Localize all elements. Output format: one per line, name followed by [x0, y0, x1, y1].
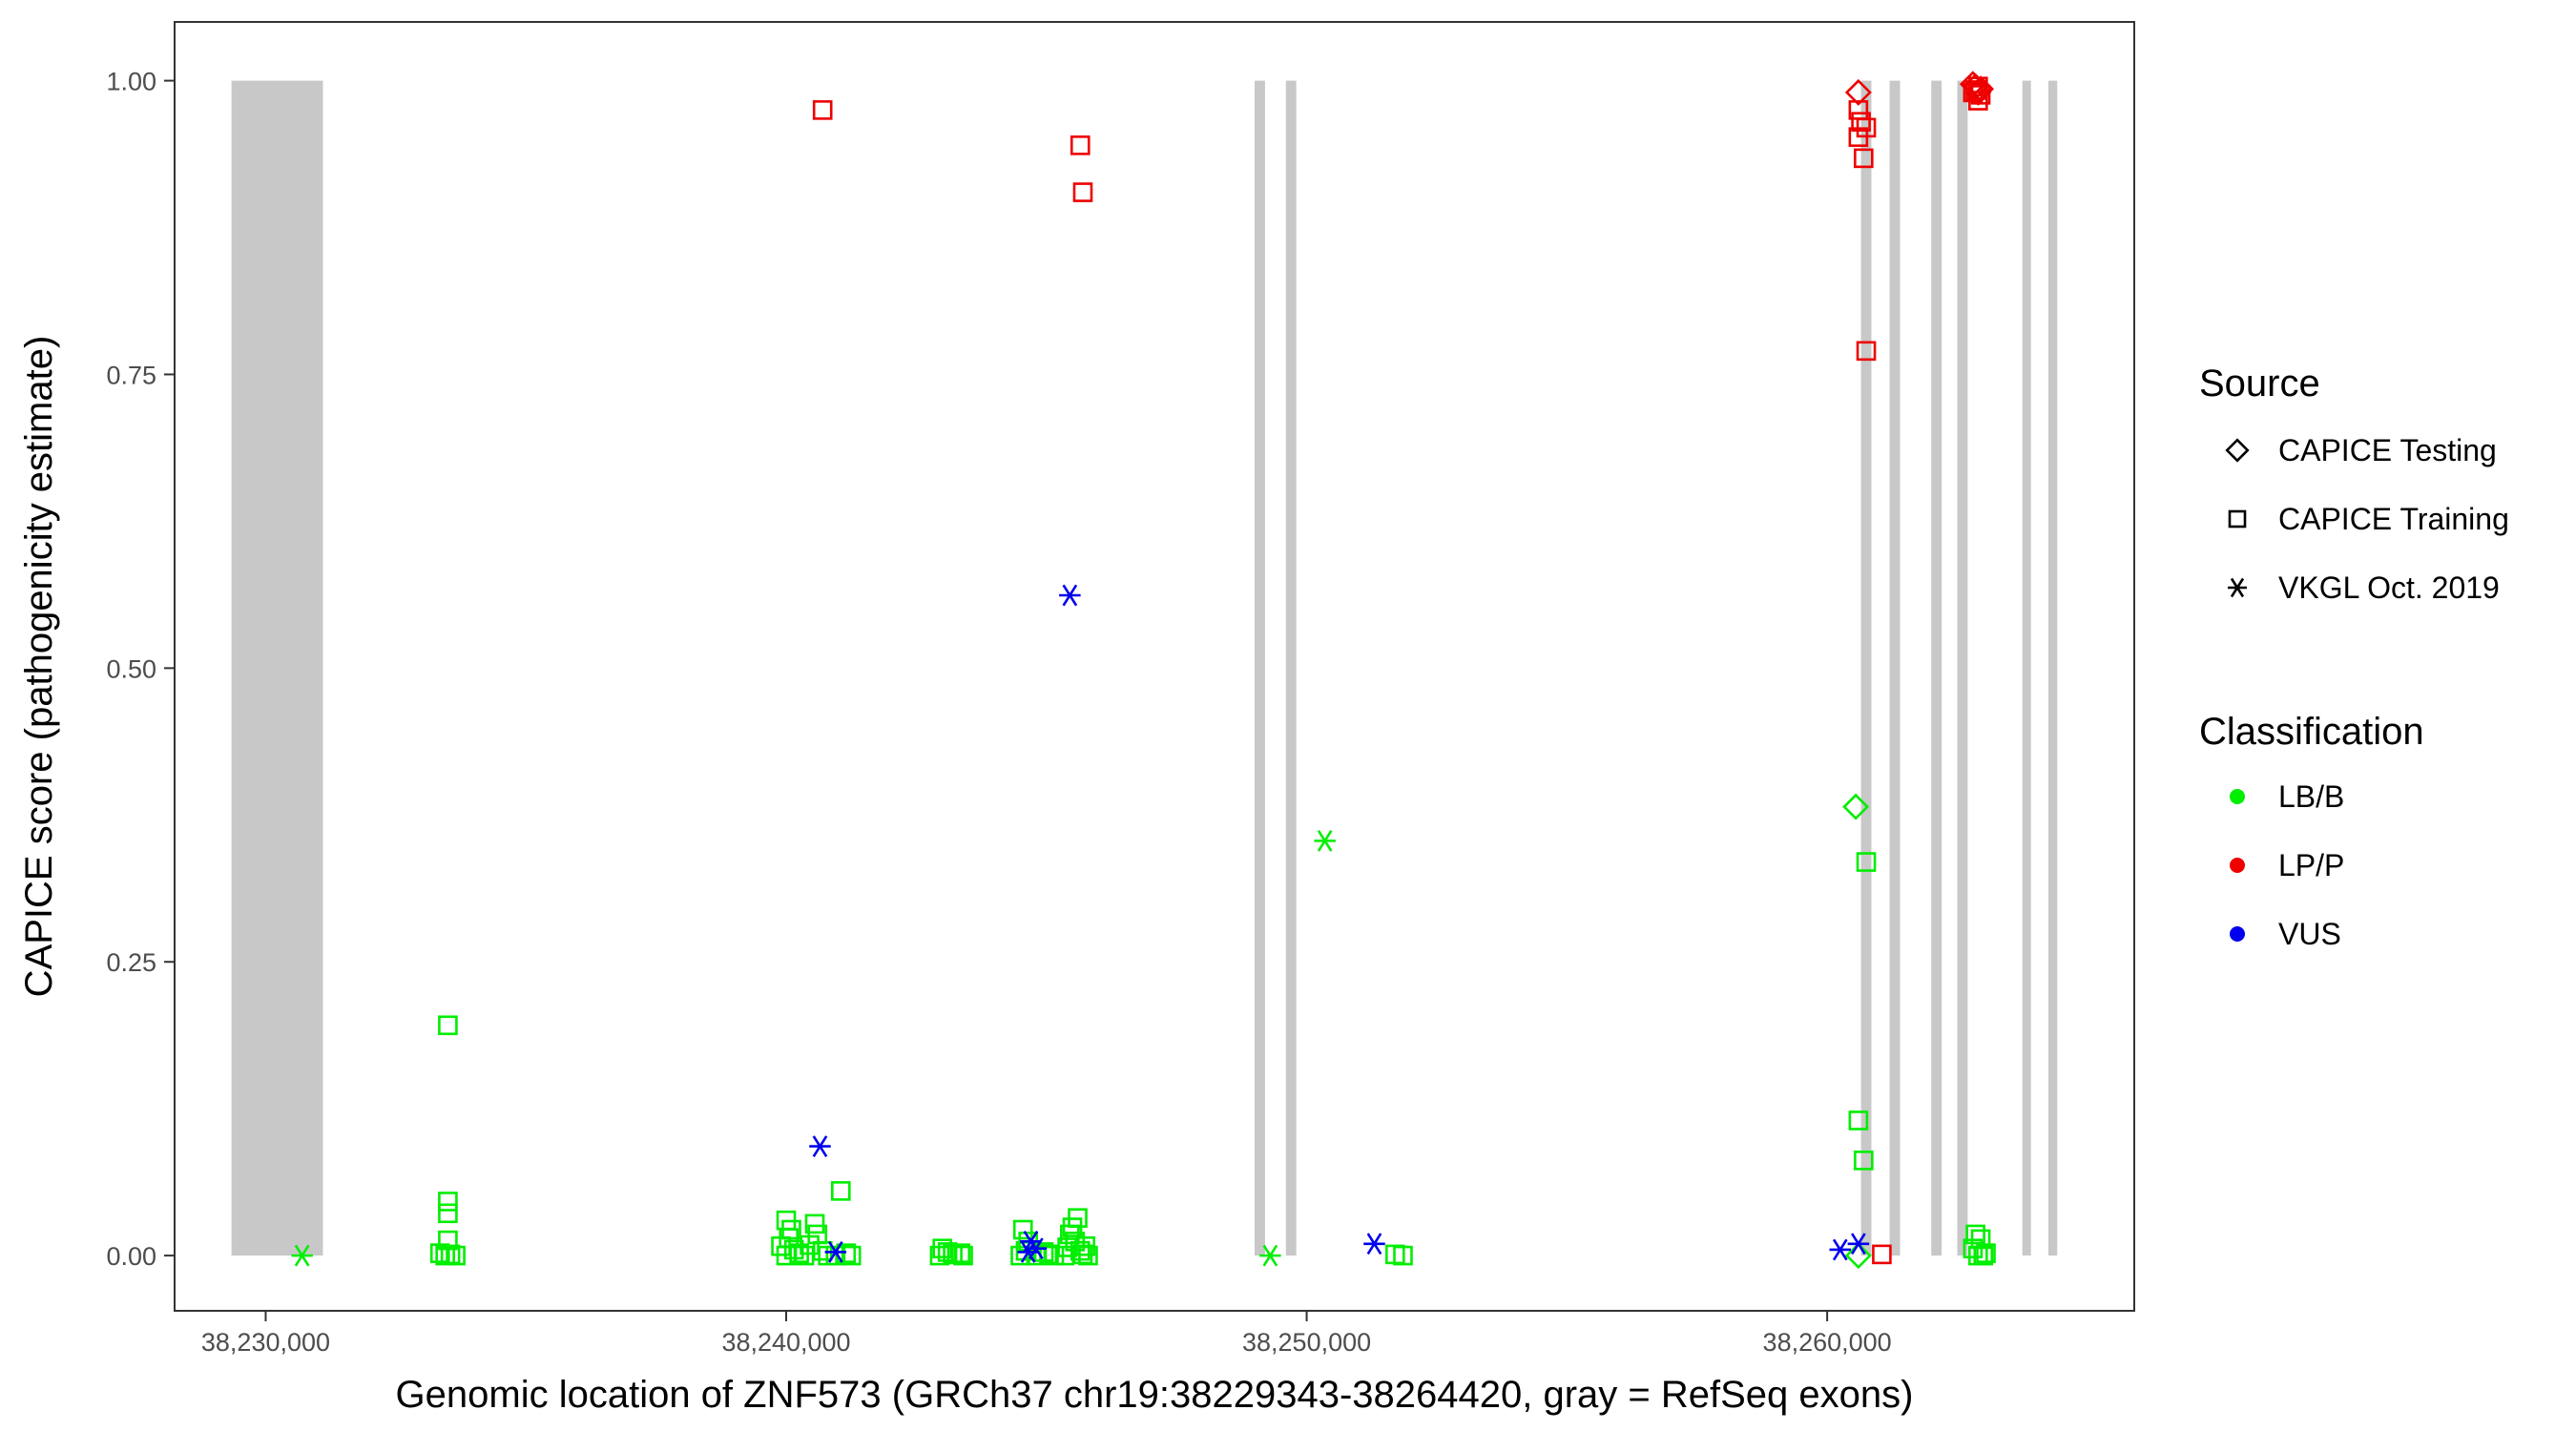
- point-capice-training-lb-b-32: [1012, 1219, 1033, 1240]
- point-vkgl-oct-2019-lb-b-1: [291, 1244, 313, 1267]
- point-capice-testing-lb-b-1: [1842, 793, 1870, 820]
- legend-classification-label: VUS: [2278, 917, 2341, 951]
- point-capice-training-lb-b-1: [438, 1015, 458, 1036]
- point-vkgl-oct-2019-vus-2: [824, 1241, 847, 1263]
- legend: Source CAPICE Testing CAPICE Training VKGL…: [2199, 363, 2509, 951]
- point-capice-training-lp-p-2: [1070, 135, 1091, 156]
- point-vkgl-oct-2019-vus-5: [1017, 1241, 1039, 1263]
- legend-key-diamond-icon: [2225, 438, 2250, 463]
- point-capice-training-lb-b-49: [1075, 1235, 1096, 1256]
- point-capice-training-lp-p-8: [1854, 148, 1874, 169]
- point-capice-training-lb-b-19: [800, 1234, 820, 1255]
- y-tick-label: 1.00: [106, 68, 156, 96]
- exon-bar-2: [1255, 80, 1265, 1256]
- plot-panel-border: [174, 21, 2135, 1312]
- point-capice-training-lp-p-7: [1848, 127, 1869, 147]
- point-vkgl-oct-2019-vus-9: [1847, 1233, 1870, 1255]
- point-capice-training-lb-b-5: [429, 1243, 450, 1263]
- legend-source-label: VKGL Oct. 2019: [2278, 570, 2500, 605]
- point-vkgl-oct-2019-vus-6: [1059, 584, 1081, 607]
- x-tick-label: 38,250,000: [1242, 1328, 1371, 1357]
- legend-classification-title: Classification: [2199, 711, 2424, 753]
- legend-key-dot-icon: [2230, 858, 2245, 873]
- point-capice-training-lb-b-22: [825, 1245, 846, 1266]
- legend-source-label: CAPICE Training: [2278, 502, 2509, 536]
- y-tick-label: 0.75: [106, 361, 156, 389]
- exon-layer: [231, 80, 2058, 1256]
- point-capice-training-lb-b-30: [953, 1245, 973, 1266]
- exon-bar-8: [2022, 80, 2031, 1256]
- point-capice-training-lb-b-31: [950, 1243, 971, 1263]
- x-tick-label: 38,240,000: [721, 1328, 850, 1357]
- y-axis-title: CAPICE score (pathogenicity estimate): [18, 336, 60, 998]
- x-tick-label: 38,230,000: [201, 1328, 330, 1357]
- point-vkgl-oct-2019-vus-1: [809, 1135, 831, 1157]
- x-tick-label: 38,260,000: [1763, 1328, 1892, 1357]
- legend-key-asterisk-icon: [2228, 577, 2247, 598]
- y-tick-label: 0.25: [106, 948, 156, 977]
- legend-classification-keys: LB/B LP/P VUS: [2230, 779, 2344, 951]
- point-vkgl-oct-2019-lb-b-3: [1314, 830, 1336, 852]
- exon-bar-9: [2047, 80, 2058, 1256]
- point-capice-training-lb-b-23: [831, 1181, 851, 1201]
- point-capice-training-lb-b-17: [804, 1213, 825, 1234]
- exon-bar-1: [231, 80, 323, 1256]
- exon-bar-7: [1957, 80, 1968, 1256]
- point-capice-testing-lp-p-1: [1844, 78, 1872, 106]
- point-capice-training-lp-p-1: [812, 100, 833, 120]
- point-capice-training-lb-b-54: [1856, 852, 1877, 872]
- point-layer: [291, 71, 1996, 1270]
- point-capice-training-lb-b-59: [1976, 1243, 1996, 1263]
- legend-key-dot-icon: [2230, 926, 2245, 942]
- point-vkgl-oct-2019-vus-8: [1829, 1238, 1852, 1261]
- x-axis-title: Genomic location of ZNF573 (GRCh37 chr19…: [396, 1374, 1914, 1416]
- point-capice-training-lb-b-2: [438, 1192, 458, 1212]
- point-capice-training-lb-b-52: [1848, 1110, 1869, 1130]
- point-capice-training-lp-p-9: [1856, 341, 1877, 362]
- point-capice-training-lb-b-25: [841, 1245, 862, 1266]
- legend-source-label: CAPICE Testing: [2278, 433, 2497, 467]
- point-capice-training-lp-p-5: [1851, 112, 1871, 132]
- legend-source-title: Source: [2199, 363, 2320, 404]
- point-capice-testing-lp-p-4: [1964, 78, 1992, 106]
- point-capice-testing-lb-b-2: [1844, 1242, 1872, 1270]
- legend-key-square-icon: [2228, 509, 2247, 529]
- legend-classification-label: LB/B: [2278, 779, 2344, 814]
- point-capice-training-lb-b-42: [1060, 1224, 1080, 1245]
- point-capice-testing-lp-p-5: [1959, 71, 1986, 98]
- point-vkgl-oct-2019-lb-b-2: [1259, 1244, 1281, 1267]
- exon-bar-3: [1285, 80, 1297, 1256]
- exon-bar-4: [1860, 80, 1872, 1256]
- point-capice-training-lb-b-8: [440, 1244, 461, 1265]
- point-vkgl-oct-2019-vus-7: [1363, 1233, 1385, 1255]
- axis-layer: 38,230,000 38,240,000 38,250,000 38,260,000…: [106, 68, 1891, 1357]
- point-capice-training-lb-b-51: [1393, 1245, 1413, 1266]
- point-capice-training-lb-b-55: [1965, 1224, 1985, 1245]
- y-tick-label: 0.50: [106, 654, 156, 683]
- point-capice-training-lb-b-41: [1062, 1217, 1083, 1237]
- point-capice-training-lp-p-3: [1072, 182, 1093, 202]
- point-capice-training-lb-b-60: [1973, 1245, 1994, 1266]
- point-capice-training-lb-b-53: [1854, 1151, 1874, 1171]
- point-capice-training-lb-b-3: [438, 1203, 458, 1224]
- point-capice-training-lb-b-28: [929, 1245, 950, 1266]
- point-capice-training-lb-b-57: [1963, 1238, 1984, 1259]
- exon-bar-5: [1889, 80, 1901, 1256]
- point-capice-training-lp-p-10: [1872, 1244, 1892, 1265]
- y-tick-label: 0.00: [106, 1242, 156, 1271]
- legend-key-dot-icon: [2230, 789, 2245, 804]
- legend-source-keys: CAPICE Testing CAPICE Training VKGL Oct. 2…: [2225, 433, 2509, 605]
- legend-classification-label: LP/P: [2278, 848, 2344, 882]
- exon-bar-6: [1931, 80, 1942, 1256]
